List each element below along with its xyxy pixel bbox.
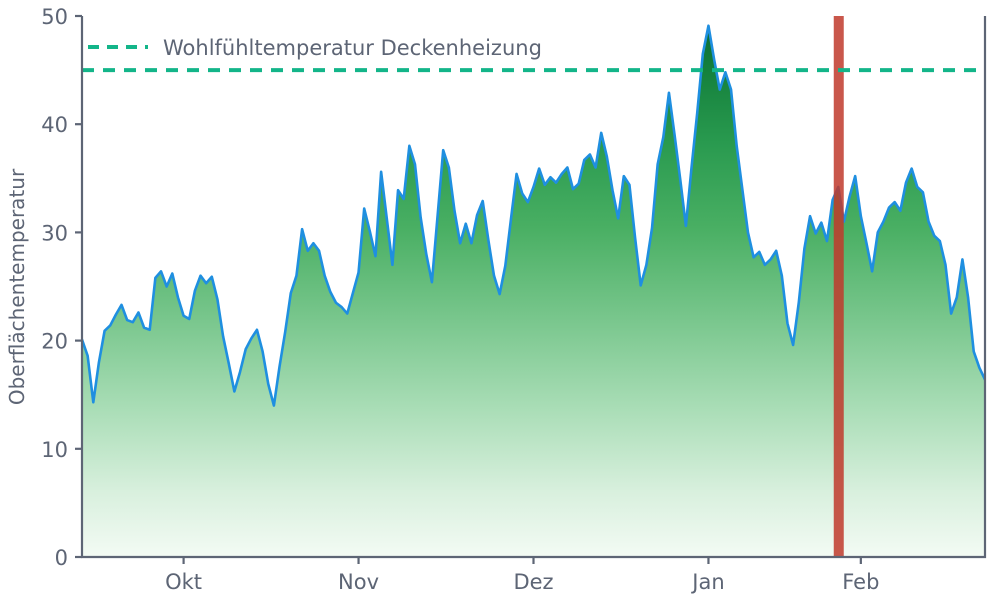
legend-label-comfort-temperature: Wohlfühltemperatur Deckenheizung (163, 36, 542, 60)
x-tick-label: Okt (165, 570, 202, 594)
x-tick-label: Nov (338, 570, 379, 594)
y-tick-label: 10 (41, 438, 68, 462)
y-tick-label: 30 (41, 221, 68, 245)
x-tick-label: Feb (842, 570, 879, 594)
x-tick-label: Jan (690, 570, 724, 594)
x-axis: OktNovDezJanFebMär (165, 557, 879, 594)
temperature-area (82, 25, 985, 557)
y-tick-label: 0 (55, 546, 68, 570)
y-tick-label: 50 (41, 5, 68, 29)
y-axis: 0 10 20 30 40 50 (41, 5, 82, 570)
y-tick-label: 40 (41, 113, 68, 137)
y-tick-label: 20 (41, 330, 68, 354)
x-tick-label: Dez (513, 570, 553, 594)
legend: Wohlfühltemperatur Deckenheizung (88, 36, 542, 60)
series-group (82, 16, 985, 557)
y-axis-title: Oberflächentemperatur (5, 168, 29, 405)
peak-marker-band (833, 16, 844, 557)
